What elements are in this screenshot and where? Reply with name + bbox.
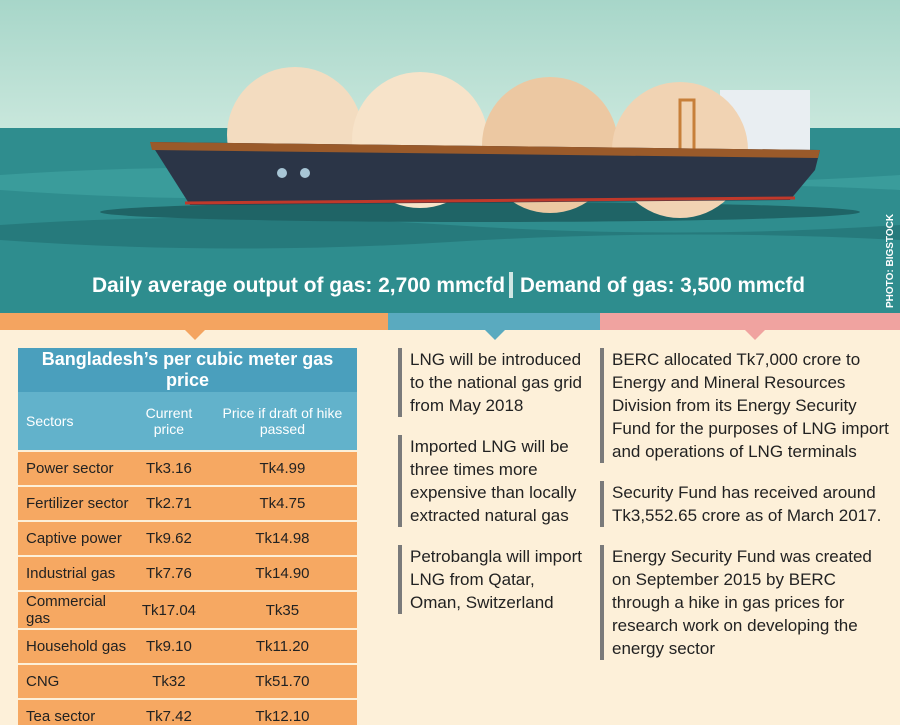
table-cell: Fertilizer sector	[18, 485, 130, 521]
price-table: Bangladesh’s per cubic meter gas price S…	[18, 348, 357, 725]
table-row: Tea sector Tk7.42 Tk12.10	[18, 698, 357, 725]
band	[600, 313, 900, 330]
table-cell: Tk17.04	[130, 590, 208, 629]
table-cell: Power sector	[18, 450, 130, 486]
table-row: Power sector Tk3.16 Tk4.99	[18, 450, 357, 486]
table-cell: Household gas	[18, 628, 130, 664]
table-cell: Tea sector	[18, 698, 130, 725]
right-notes: BERC allocated Tk7,000 crore to Energy a…	[600, 348, 890, 678]
table-row: Captive power Tk9.62 Tk14.98	[18, 520, 357, 556]
headline: Daily average output of gas: 2,700 mmcfd	[92, 274, 505, 297]
porthole	[277, 168, 287, 178]
photo-credit: PHOTO: BIGSTOCK	[885, 213, 896, 308]
note: BERC allocated Tk7,000 crore to Energy a…	[600, 348, 890, 463]
table-cell: Tk4.75	[207, 485, 357, 521]
note: Imported LNG will be three times more ex…	[398, 435, 590, 527]
shadow	[100, 202, 860, 222]
table-row: CNG Tk32 Tk51.70	[18, 663, 357, 699]
table-title: Bangladesh’s per cubic meter gas price	[18, 348, 357, 392]
deck	[150, 142, 820, 158]
table-row: Fertilizer sector Tk2.71 Tk4.75	[18, 485, 357, 521]
table-cell: Captive power	[18, 520, 130, 556]
wave	[0, 217, 900, 249]
table-cell: Tk14.98	[207, 520, 357, 556]
table-cell: Tk14.90	[207, 555, 357, 591]
note: Energy Security Fund was created on Sept…	[600, 545, 890, 660]
text-band	[0, 250, 880, 312]
table-cell: Tk7.76	[130, 555, 208, 591]
table-cell: CNG	[18, 663, 130, 699]
table-cell: Tk4.99	[207, 450, 357, 486]
table-cell: Tk3.16	[130, 450, 208, 486]
table-cell: Tk35	[207, 590, 357, 629]
table-cell: Industrial gas	[18, 555, 130, 591]
table-cell: Tk2.71	[130, 485, 208, 521]
column-header: Sectors	[18, 392, 130, 451]
table-row: Industrial gas Tk7.76 Tk14.90	[18, 555, 357, 591]
separator	[509, 272, 513, 298]
hull	[150, 142, 820, 205]
porthole	[300, 168, 310, 178]
table-cell: Tk32	[130, 663, 208, 699]
pointer	[745, 330, 765, 340]
note: LNG will be introduced to the national g…	[398, 348, 590, 417]
waterline	[184, 196, 796, 205]
table-cell: Tk7.42	[130, 698, 208, 725]
table-cell: Tk9.10	[130, 628, 208, 664]
column-header: Price if draft of hike passed	[207, 392, 357, 451]
note: Petrobangla will import LNG from Qatar, …	[398, 545, 590, 614]
table-cell: Commercial gas	[18, 590, 130, 629]
table-row: Household gas Tk9.10 Tk11.20	[18, 628, 357, 664]
note: Security Fund has received around Tk3,55…	[600, 481, 890, 527]
banner-art: Daily average output of gas: 2,700 mmcfd…	[0, 0, 900, 340]
table-cell: Tk11.20	[207, 628, 357, 664]
header-row: Sectors Current price Price if draft of hi…	[18, 392, 357, 451]
table-cell: Tk9.62	[130, 520, 208, 556]
middle-notes: LNG will be introduced to the national g…	[398, 348, 590, 632]
band	[0, 313, 388, 330]
band	[388, 313, 600, 330]
table-cell: Tk12.10	[207, 698, 357, 725]
column-header: Current price	[130, 392, 208, 451]
headline: Demand of gas: 3,500 mmcfd	[520, 274, 805, 297]
table-row: Commercial gas Tk17.04 Tk35	[18, 590, 357, 629]
pointer	[485, 330, 505, 340]
table-cell: Tk51.70	[207, 663, 357, 699]
pointer	[185, 330, 205, 340]
